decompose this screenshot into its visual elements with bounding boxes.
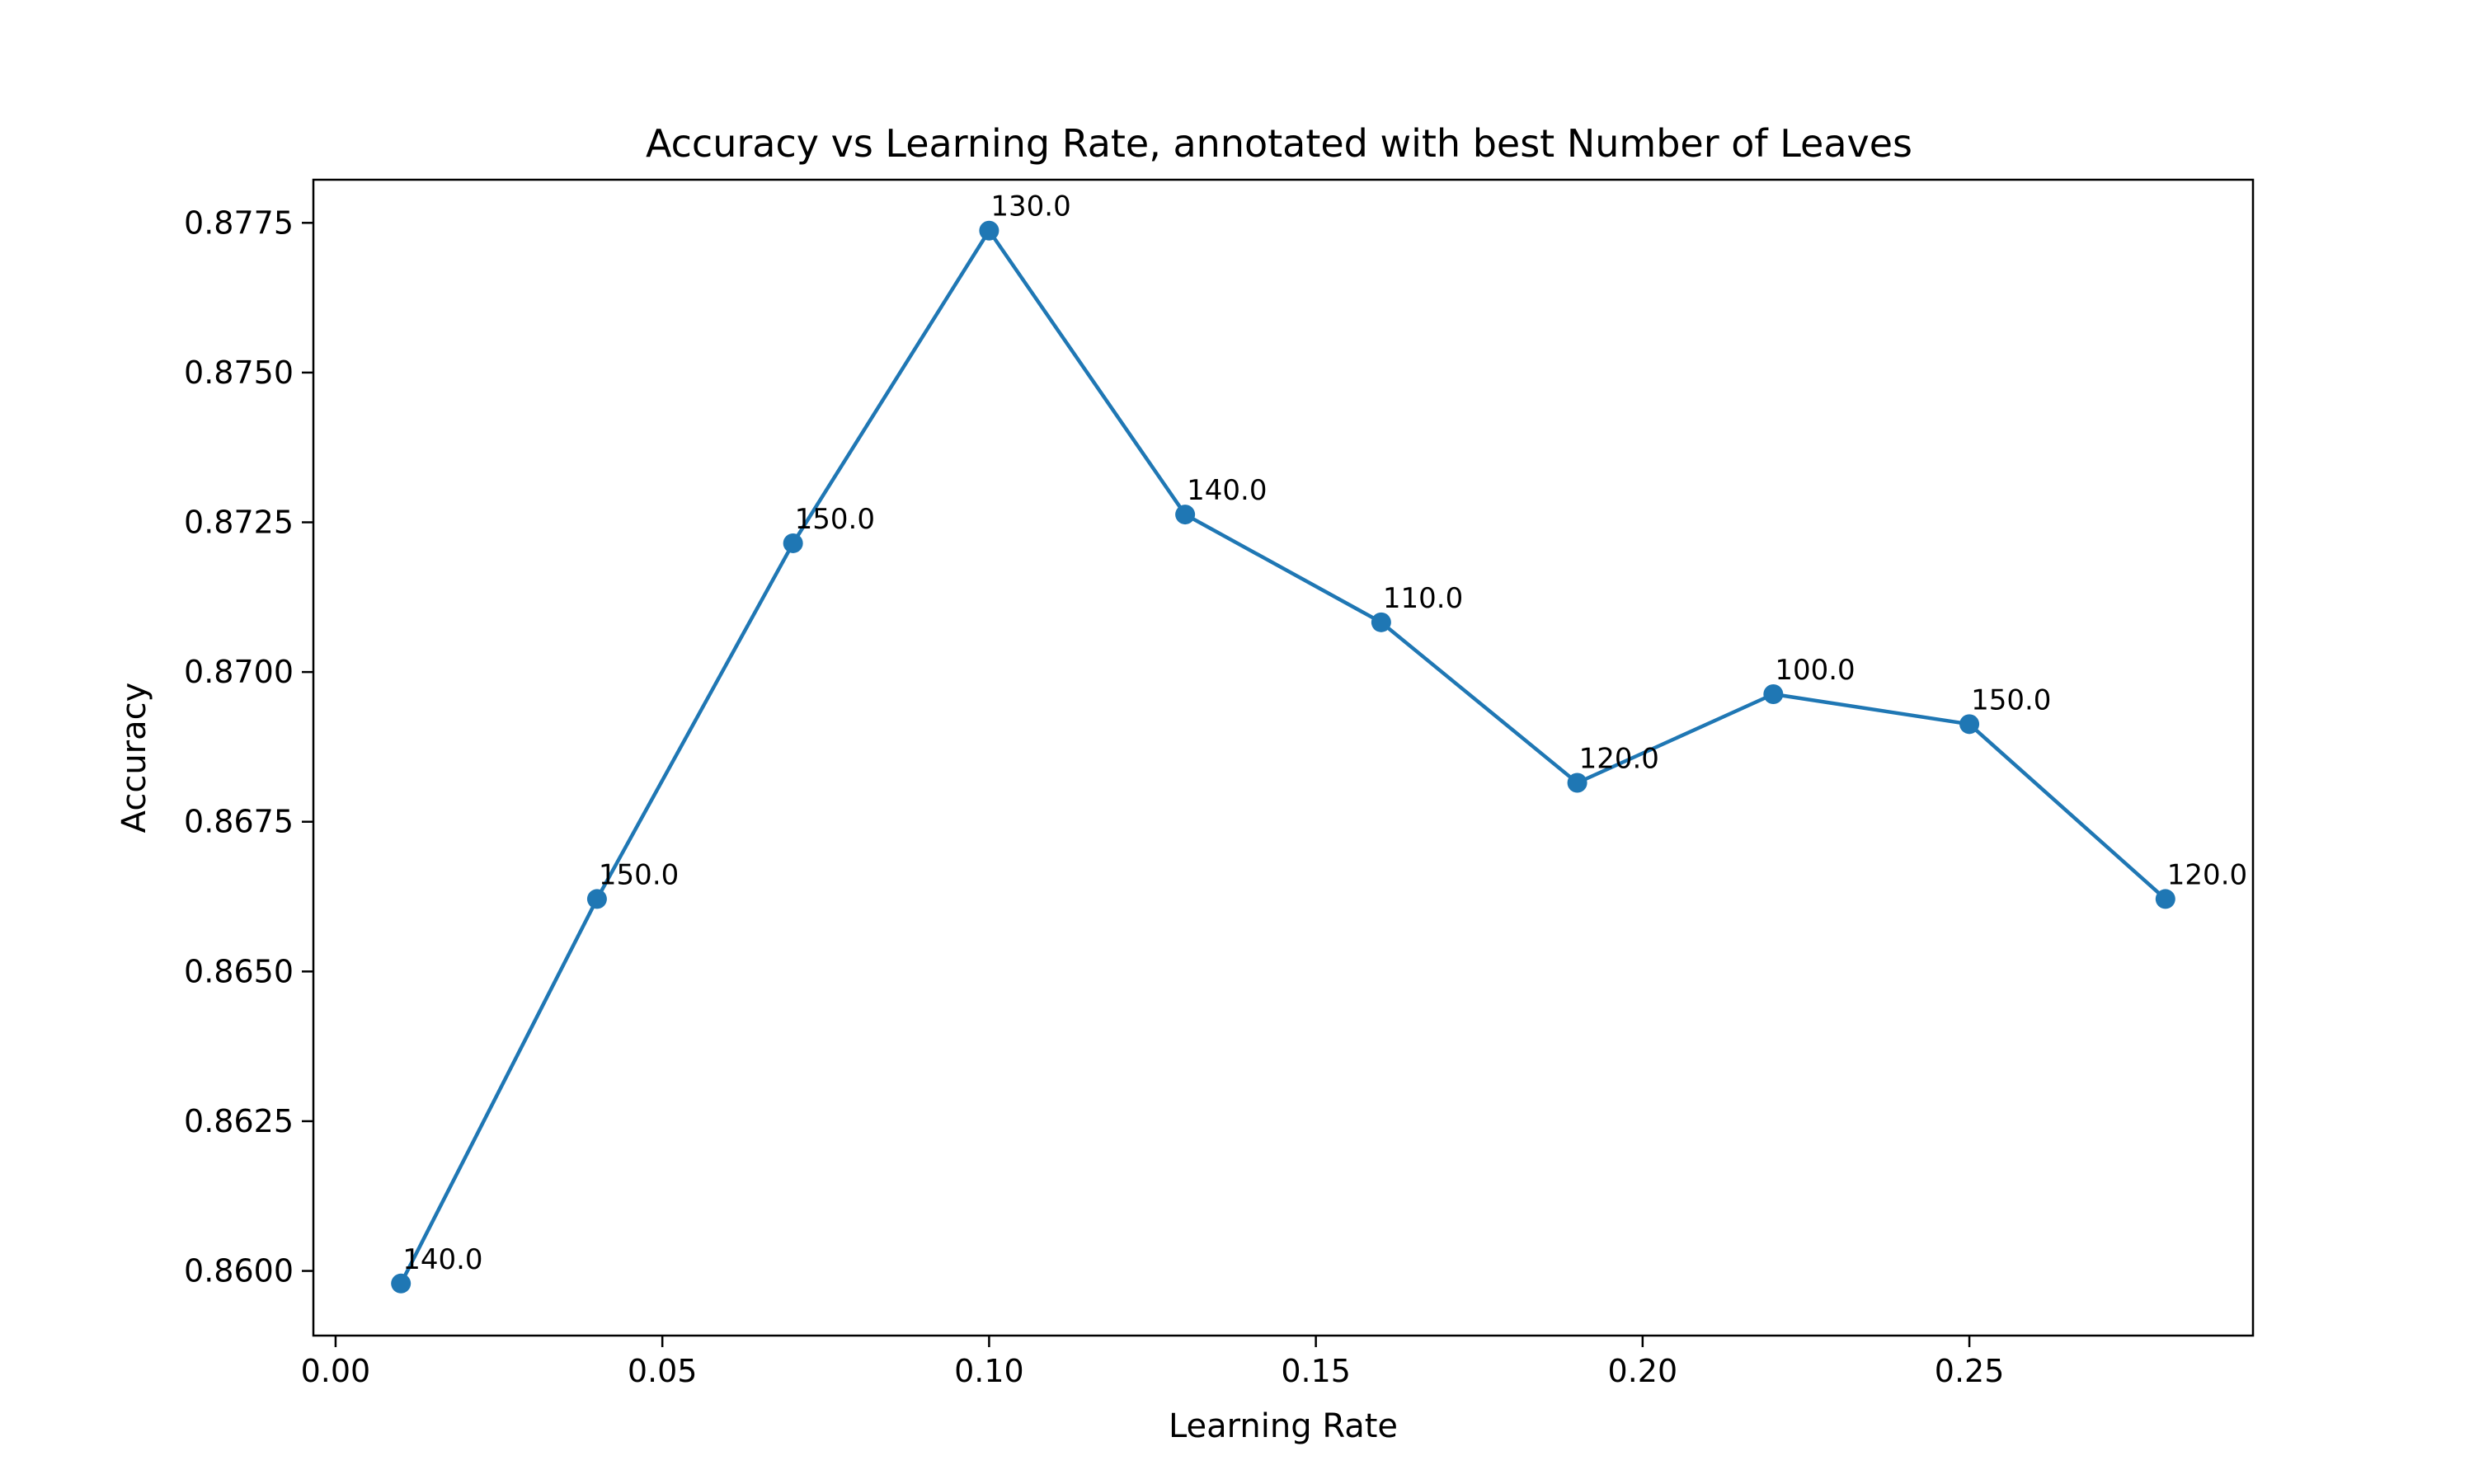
x-tick-label: 0.10 xyxy=(954,1353,1024,1389)
data-point xyxy=(586,889,607,909)
data-label: 110.0 xyxy=(1383,582,1463,615)
data-point xyxy=(1763,683,1784,704)
plot-area: 0.00 0.05 0.10 0.15 0.20 0.25 0.86000.86250.8… xyxy=(184,178,2255,1389)
y-tick-label: 0.8700 xyxy=(184,654,294,690)
y-tick-label: 0.8725 xyxy=(184,505,294,541)
data-label: 140.0 xyxy=(1187,474,1267,507)
x-tick-label: 0.15 xyxy=(1281,1353,1351,1389)
y-axis-ticks: 0.8600 0.8625 0.8650 0.8675 0.8700 0.8725 0.87… xyxy=(184,204,313,1289)
data-label: 140.0 xyxy=(402,1243,482,1276)
data-point xyxy=(2155,889,2175,909)
y-tick-label: 0.8750 xyxy=(184,355,294,391)
data-point xyxy=(979,220,999,241)
x-tick-label: 0.05 xyxy=(628,1353,698,1389)
chart-title: Accuracy vs Learning Rate, annotated wit… xyxy=(646,121,1912,166)
y-tick-label: 0.8600 xyxy=(184,1253,294,1289)
x-tick-label: 0.20 xyxy=(1608,1353,1678,1389)
data-label: 130.0 xyxy=(990,190,1070,223)
data-label: 150.0 xyxy=(795,503,875,536)
data-point xyxy=(1959,714,1980,735)
data-label: 150.0 xyxy=(599,858,679,891)
y-tick-label: 0.8625 xyxy=(184,1103,294,1139)
x-axis-label: Learning Rate xyxy=(1169,1407,1398,1445)
data-label: 150.0 xyxy=(1971,683,2051,716)
plot-frame xyxy=(312,178,2255,1337)
data-point xyxy=(783,533,803,553)
data-label: 100.0 xyxy=(1775,654,1855,687)
y-axis-label: Accuracy xyxy=(115,683,153,834)
data-point xyxy=(1371,612,1391,632)
y-tick-label: 0.8650 xyxy=(184,953,294,989)
data-point xyxy=(391,1273,412,1294)
y-tick-label: 0.8675 xyxy=(184,804,294,840)
data-label: 120.0 xyxy=(1579,743,1659,776)
series-layer: 140.0 150.0 150.0 130.0 140.0 110.0 120.0 100.0… xyxy=(391,190,2247,1294)
series-line xyxy=(399,228,2167,1284)
x-tick-label: 0.00 xyxy=(301,1353,371,1389)
x-axis-ticks: 0.00 0.05 0.10 0.15 0.20 0.25 xyxy=(301,1336,2005,1389)
y-tick-label: 0.8775 xyxy=(184,204,294,241)
x-tick-label: 0.25 xyxy=(1935,1353,2005,1389)
data-point xyxy=(1175,505,1196,525)
data-point xyxy=(1567,773,1587,793)
data-label: 120.0 xyxy=(2167,858,2247,891)
